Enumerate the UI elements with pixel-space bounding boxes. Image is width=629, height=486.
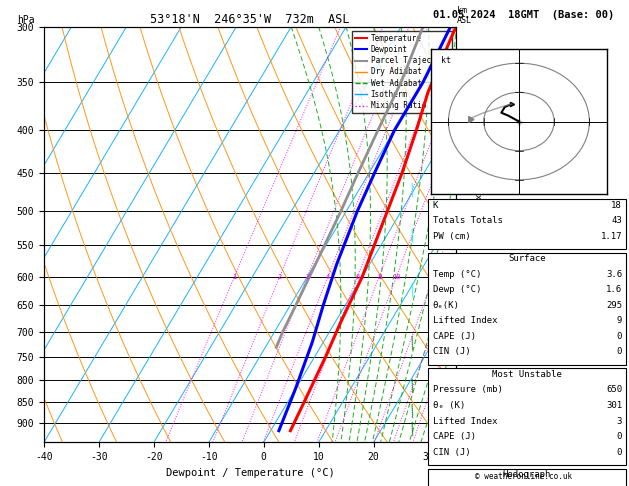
Text: K: K: [433, 201, 438, 210]
Text: © weatheronline.co.uk: © weatheronline.co.uk: [475, 472, 572, 481]
Text: 1.6: 1.6: [606, 285, 622, 295]
Text: Hodograph: Hodograph: [503, 470, 551, 479]
Text: 1.17: 1.17: [601, 232, 622, 241]
Text: 1LCL: 1LCL: [457, 418, 477, 427]
Text: hPa: hPa: [17, 15, 35, 25]
Text: 0: 0: [616, 332, 622, 341]
Text: ╱: ╱: [406, 379, 418, 393]
Text: Pressure (mb): Pressure (mb): [433, 385, 503, 395]
Text: 01.05.2024  18GMT  (Base: 00): 01.05.2024 18GMT (Base: 00): [433, 10, 615, 20]
X-axis label: Dewpoint / Temperature (°C): Dewpoint / Temperature (°C): [165, 468, 335, 478]
Text: 295: 295: [606, 301, 622, 310]
Text: θₑ (K): θₑ (K): [433, 401, 465, 410]
Text: 3: 3: [616, 417, 622, 426]
Text: Totals Totals: Totals Totals: [433, 216, 503, 226]
Text: 9: 9: [616, 316, 622, 326]
Text: 6: 6: [355, 274, 360, 279]
Text: ╱: ╱: [406, 335, 418, 349]
Text: CIN (J): CIN (J): [433, 448, 470, 457]
Text: ╱: ╱: [406, 282, 418, 297]
Text: ╱: ╱: [406, 228, 418, 243]
Text: 18: 18: [611, 201, 622, 210]
Text: 43: 43: [611, 216, 622, 226]
Text: km
ASL: km ASL: [457, 6, 472, 25]
Y-axis label: Mixing Ratio (g/kg): Mixing Ratio (g/kg): [473, 183, 482, 286]
Text: 3: 3: [305, 274, 309, 279]
Text: CAPE (J): CAPE (J): [433, 332, 476, 341]
Text: Lifted Index: Lifted Index: [433, 316, 498, 326]
Text: 301: 301: [606, 401, 622, 410]
Text: 0: 0: [616, 432, 622, 441]
Text: 0: 0: [616, 347, 622, 357]
Title: 53°18'N  246°35'W  732m  ASL: 53°18'N 246°35'W 732m ASL: [150, 13, 350, 26]
Text: PW (cm): PW (cm): [433, 232, 470, 241]
Text: 3.6: 3.6: [606, 270, 622, 279]
Text: ╱: ╱: [406, 404, 418, 418]
Text: CIN (J): CIN (J): [433, 347, 470, 357]
Text: 650: 650: [606, 385, 622, 395]
Text: kt: kt: [442, 56, 452, 65]
Text: Temp (°C): Temp (°C): [433, 270, 481, 279]
Text: 8: 8: [377, 274, 381, 279]
Text: 2: 2: [277, 274, 282, 279]
Text: CAPE (J): CAPE (J): [433, 432, 476, 441]
Text: Lifted Index: Lifted Index: [433, 417, 498, 426]
Text: 20: 20: [448, 274, 456, 279]
Text: 1: 1: [232, 274, 237, 279]
Text: θₑ(K): θₑ(K): [433, 301, 460, 310]
Legend: Temperature, Dewpoint, Parcel Trajectory, Dry Adiabat, Wet Adiabat, Isotherm, Mi: Temperature, Dewpoint, Parcel Trajectory…: [352, 31, 452, 113]
Text: Most Unstable: Most Unstable: [492, 370, 562, 379]
Text: Surface: Surface: [508, 254, 545, 263]
Text: 0: 0: [616, 448, 622, 457]
Text: ╱: ╱: [406, 182, 418, 197]
Text: 16: 16: [430, 274, 438, 279]
Text: ╱: ╱: [406, 421, 418, 436]
Text: 10: 10: [392, 274, 401, 279]
Text: Dewp (°C): Dewp (°C): [433, 285, 481, 295]
Text: 4: 4: [326, 274, 330, 279]
